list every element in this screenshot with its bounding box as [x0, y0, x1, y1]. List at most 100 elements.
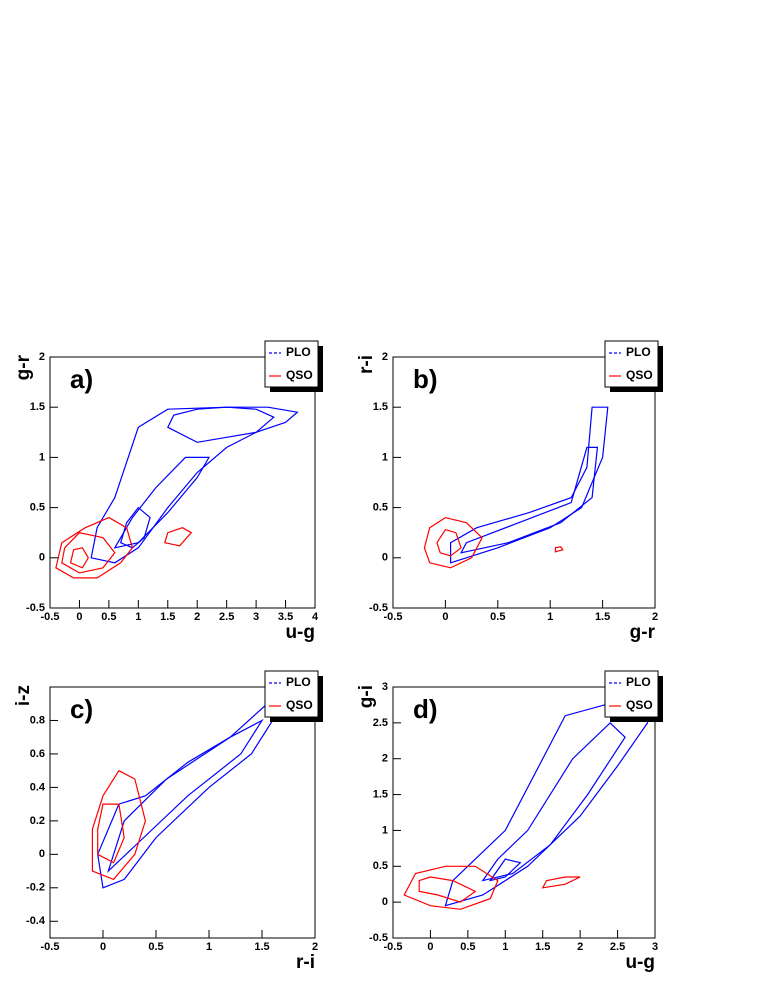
contour-line [436, 529, 462, 557]
x-tick-label: 0 [442, 611, 448, 623]
x-tick-label: 1 [206, 941, 212, 953]
contour-line [69, 547, 89, 569]
y-tick-label: -0.5 [26, 602, 45, 614]
legend-label: QSO [626, 698, 653, 712]
panel: -0.5 0 0.5 1 1.5 2 2.5 3 3.5 4 -0.5 0 0.5 1 1.5 2 u-g g-r… [13, 340, 323, 643]
y-tick-label: 0 [39, 848, 45, 860]
y-tick-label: 0.6 [30, 748, 45, 760]
y-tick-label: -0.5 [369, 602, 388, 614]
panel-label: b) [413, 364, 438, 394]
contour-line [113, 456, 211, 549]
y-tick-label: 1.5 [30, 401, 45, 413]
contour-line [450, 406, 609, 564]
x-tick-label: 0.5 [101, 611, 116, 623]
x-tick-label: 1.5 [254, 941, 269, 953]
y-axis-label: i-z [13, 685, 34, 706]
x-tick-label: 1.5 [595, 611, 610, 623]
x-tick-label: 0.5 [460, 941, 475, 953]
legend-box [264, 670, 319, 718]
x-tick-label: -0.5 [41, 941, 60, 953]
x-tick-label: 0.5 [148, 941, 163, 953]
contour-line [91, 769, 147, 881]
legend-label: QSO [626, 368, 653, 382]
x-tick-label: 1 [547, 611, 553, 623]
contour-line [418, 876, 477, 903]
panel-label: d) [413, 694, 438, 724]
y-axis-label: g-r [13, 354, 34, 380]
y-tick-label: 2 [382, 351, 388, 363]
contour-line [107, 718, 264, 874]
x-axis-label: u-g [625, 952, 655, 973]
legend-label: QSO [286, 698, 313, 712]
y-tick-label: -0.2 [26, 882, 45, 894]
x-tick-label: -0.5 [384, 941, 403, 953]
x-tick-label: 1 [135, 611, 141, 623]
contour-line [554, 546, 564, 553]
panel-label: c) [70, 694, 93, 724]
legend-box [264, 340, 319, 388]
y-tick-label: 0 [382, 552, 388, 564]
x-tick-label: 3 [253, 611, 259, 623]
x-axis-label: r-i [296, 952, 315, 973]
y-tick-label: 2.5 [373, 717, 388, 729]
x-tick-label: 1 [502, 941, 508, 953]
plot-frame [49, 686, 316, 939]
plot-frame [392, 356, 656, 609]
x-axis-label: g-r [630, 622, 656, 643]
contour-line [488, 858, 522, 882]
x-axis-label: u-g [285, 622, 315, 643]
y-tick-label: 1 [382, 824, 388, 836]
x-tick-label: 1.5 [160, 611, 175, 623]
legend-label: PLO [626, 345, 651, 359]
contour-line [423, 516, 483, 569]
legend-box [604, 340, 659, 388]
y-tick-label: 0 [39, 552, 45, 564]
x-tick-label: 2 [652, 611, 658, 623]
y-tick-label: 0.8 [30, 714, 45, 726]
contour-line [481, 722, 626, 882]
y-axis-label: g-i [356, 685, 377, 708]
contour-line [97, 803, 125, 864]
plot-frame [392, 686, 656, 939]
x-tick-label: 2.5 [219, 611, 234, 623]
y-tick-label: 0.5 [373, 860, 388, 872]
x-tick-label: 2 [312, 941, 318, 953]
y-tick-label: 0.4 [30, 781, 46, 793]
plot-frame [49, 356, 316, 609]
legend-label: QSO [286, 368, 313, 382]
x-tick-label: 0 [427, 941, 433, 953]
panel-label: a) [70, 364, 93, 394]
x-tick-label: 2 [194, 611, 200, 623]
contour-line [403, 865, 499, 910]
x-tick-label: 2 [577, 941, 583, 953]
y-axis-label: r-i [356, 355, 377, 374]
panel: -0.5 0 0.5 1 1.5 2 2.5 3-0.500.511.522.53u-gg-i… [356, 670, 663, 973]
y-tick-label: 1 [382, 451, 388, 463]
y-tick-label: 1 [39, 451, 45, 463]
contour-line [459, 446, 599, 554]
legend-label: PLO [286, 675, 311, 689]
y-tick-label: 1.5 [373, 401, 388, 413]
contour-line [541, 876, 581, 889]
x-tick-label: 4 [312, 611, 319, 623]
x-tick-label: 1.5 [535, 941, 550, 953]
y-tick-label: 0.5 [30, 502, 45, 514]
panel: -0.5 0 0.5 1 1.5 2 -0.4 -0.2 0 0.2 0.4 0.6 0.8 r-i i-z… [13, 670, 323, 973]
y-tick-label: 2 [382, 753, 388, 765]
y-tick-label: 0.2 [30, 815, 45, 827]
legend-box [604, 670, 659, 718]
y-tick-label: 1.5 [373, 788, 388, 800]
y-tick-label: 0 [382, 896, 388, 908]
legend-label: PLO [286, 345, 311, 359]
y-tick-label: -0.5 [369, 932, 388, 944]
x-tick-label: -0.5 [41, 611, 60, 623]
x-tick-label: 3 [652, 941, 658, 953]
x-tick-label: 3.5 [278, 611, 293, 623]
contour-line [61, 532, 116, 574]
contour-line [55, 516, 134, 579]
contour-line [164, 527, 193, 547]
legend-label: PLO [626, 675, 651, 689]
y-tick-label: 0.5 [373, 502, 388, 514]
